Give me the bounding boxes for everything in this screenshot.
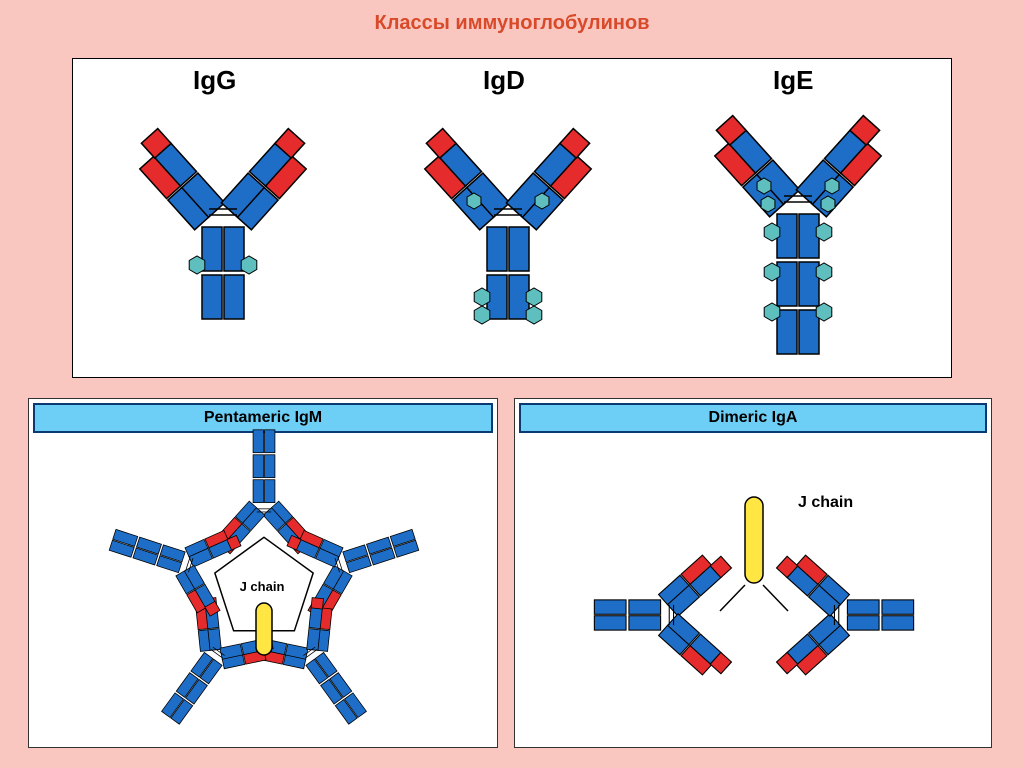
igg-figure [88, 89, 358, 369]
iga-panel: Dimeric IgA J chain [514, 398, 992, 748]
top-panel: IgG IgD IgE [72, 58, 952, 378]
svg-text:J chain: J chain [798, 494, 853, 511]
ige-figure [663, 89, 933, 379]
svg-text:J chain: J chain [240, 579, 285, 594]
igm-panel: Pentameric IgM J chain [28, 398, 498, 748]
igm-figure: J chain [29, 427, 499, 747]
iga-figure: J chain [515, 427, 993, 747]
igd-figure [373, 89, 643, 369]
page-title: Классы иммуноглобулинов [0, 12, 1024, 35]
